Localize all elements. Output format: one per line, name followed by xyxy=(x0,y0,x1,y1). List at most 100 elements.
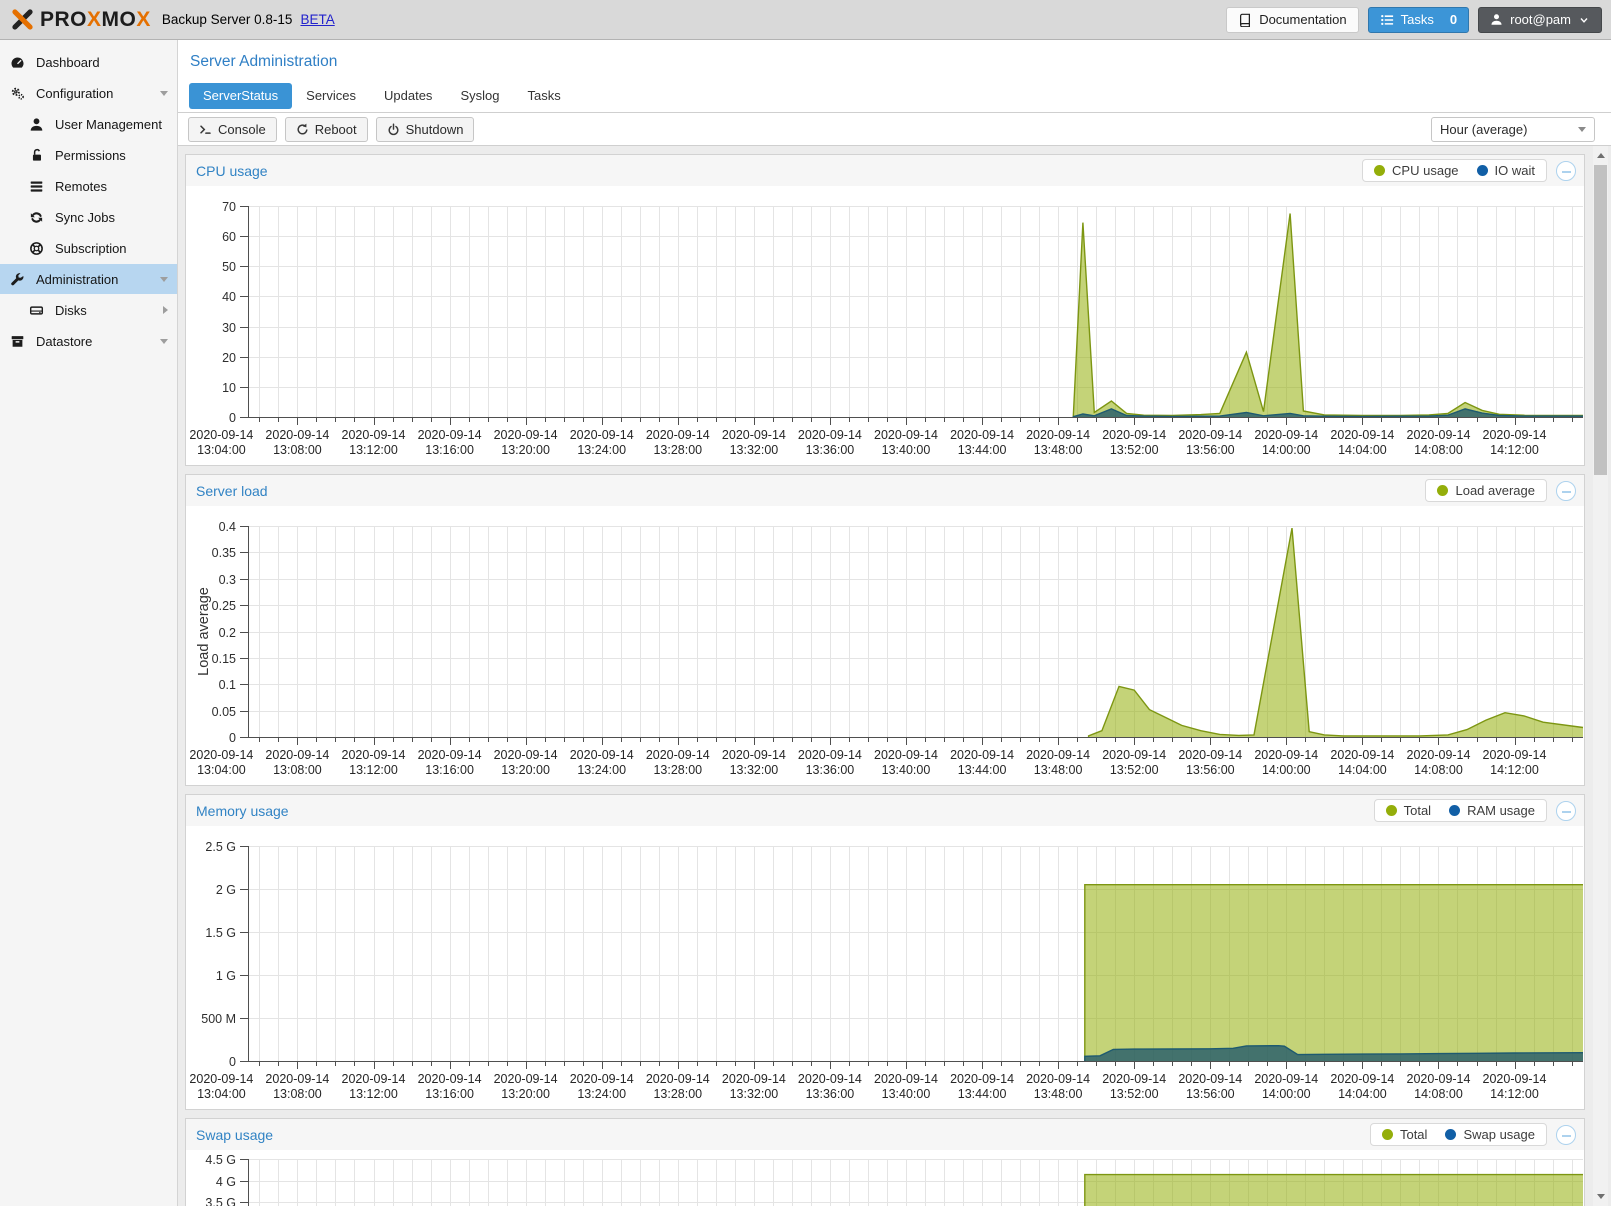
shutdown-button[interactable]: Shutdown xyxy=(375,116,475,142)
svg-text:2020-09-14: 2020-09-14 xyxy=(265,1072,329,1086)
sidebar-item-remotes[interactable]: Remotes xyxy=(0,171,177,201)
sidebar-item-user-management[interactable]: User Management xyxy=(0,109,177,139)
svg-text:13:40:00: 13:40:00 xyxy=(882,443,931,457)
collapse-icon[interactable] xyxy=(1556,480,1576,501)
svg-text:13:12:00: 13:12:00 xyxy=(349,443,398,457)
tasks-button[interactable]: Tasks 0 xyxy=(1367,6,1470,33)
collapse-icon[interactable] xyxy=(1556,160,1576,181)
svg-text:2020-09-14: 2020-09-14 xyxy=(1483,428,1547,442)
svg-text:2020-09-14: 2020-09-14 xyxy=(950,1072,1014,1086)
svg-text:2020-09-14: 2020-09-14 xyxy=(1407,1072,1471,1086)
tab-syslog[interactable]: Syslog xyxy=(460,88,500,103)
svg-text:13:12:00: 13:12:00 xyxy=(349,1087,398,1101)
sidebar-item-datastore[interactable]: Datastore xyxy=(0,326,177,356)
logo-text: PROXMOX xyxy=(40,8,151,31)
svg-text:2.5 G: 2.5 G xyxy=(205,840,236,854)
documentation-button[interactable]: Documentation xyxy=(1226,6,1359,33)
charts-viewport: CPU usage CPU usage IO wait 0 10 20 30 40 50 6… xyxy=(178,146,1611,1206)
chevron-down-icon[interactable] xyxy=(160,338,168,344)
svg-text:2020-09-14: 2020-09-14 xyxy=(570,428,634,442)
legend-item-load-average[interactable]: Load average xyxy=(1437,483,1535,498)
wrench-icon xyxy=(10,272,27,287)
sidebar-item-dashboard[interactable]: Dashboard xyxy=(0,47,177,77)
svg-text:2020-09-14: 2020-09-14 xyxy=(1330,428,1394,442)
legend-item-total[interactable]: Total xyxy=(1381,1127,1427,1142)
tab-updates[interactable]: Updates xyxy=(384,88,433,103)
svg-text:2020-09-14: 2020-09-14 xyxy=(1026,1072,1090,1086)
svg-text:2020-09-14: 2020-09-14 xyxy=(1483,1072,1547,1086)
chevron-right-icon[interactable] xyxy=(163,306,168,314)
svg-text:14:00:00: 14:00:00 xyxy=(1262,443,1311,457)
app-header: PROXMOX Backup Server 0.8-15 BETA Docume… xyxy=(0,0,1611,40)
svg-text:50: 50 xyxy=(222,260,236,274)
panel-cpu: CPU usage CPU usage IO wait 0 10 20 30 40 50 6… xyxy=(185,154,1585,466)
svg-text:13:04:00: 13:04:00 xyxy=(197,443,246,457)
svg-text:20: 20 xyxy=(222,351,236,365)
panel-title: Swap usage xyxy=(196,1126,274,1143)
legend-item-total[interactable]: Total xyxy=(1385,803,1431,818)
chart-legend: CPU usage IO wait xyxy=(1362,159,1547,182)
svg-text:2020-09-14: 2020-09-14 xyxy=(570,1072,634,1086)
sidebar-item-administration[interactable]: Administration xyxy=(0,264,177,294)
sidebar-item-disks[interactable]: Disks xyxy=(0,295,177,325)
svg-text:13:32:00: 13:32:00 xyxy=(730,763,779,777)
legend-item-cpu-usage[interactable]: CPU usage xyxy=(1374,163,1459,178)
tab-tasks[interactable]: Tasks xyxy=(527,88,561,103)
series-dot-icon xyxy=(1381,1129,1393,1140)
svg-text:2020-09-14: 2020-09-14 xyxy=(722,428,786,442)
sidebar-item-label: Dashboard xyxy=(36,54,100,70)
svg-text:30: 30 xyxy=(222,321,236,335)
reboot-button[interactable]: Reboot xyxy=(284,116,368,142)
svg-text:13:48:00: 13:48:00 xyxy=(1034,1087,1083,1101)
tasks-count: 0 xyxy=(1449,12,1458,27)
sidebar-item-label: Subscription xyxy=(55,240,127,256)
legend-item-swap-usage[interactable]: Swap usage xyxy=(1445,1127,1535,1142)
chevron-down-icon xyxy=(1578,126,1586,132)
svg-text:2020-09-14: 2020-09-14 xyxy=(418,1072,482,1086)
tab-serverstatus[interactable]: ServerStatus xyxy=(189,83,293,109)
time-range-select[interactable]: Hour (average) xyxy=(1431,116,1595,142)
svg-text:2020-09-14: 2020-09-14 xyxy=(1178,1072,1242,1086)
legend-item-io-wait[interactable]: IO wait xyxy=(1476,163,1535,178)
scroll-up-icon[interactable] xyxy=(1593,148,1608,163)
svg-text:0: 0 xyxy=(229,1055,236,1069)
panel-header: Memory usage Total RAM usage xyxy=(186,795,1584,826)
chevron-down-icon[interactable] xyxy=(160,90,168,96)
sidebar-item-subscription[interactable]: Subscription xyxy=(0,233,177,263)
legend-item-ram-usage[interactable]: RAM usage xyxy=(1449,803,1535,818)
svg-text:13:48:00: 13:48:00 xyxy=(1034,763,1083,777)
disk-icon xyxy=(29,303,46,318)
series-dot-icon xyxy=(1445,1129,1457,1140)
vertical-scrollbar[interactable] xyxy=(1593,146,1608,1206)
svg-text:2020-09-14: 2020-09-14 xyxy=(1330,1072,1394,1086)
svg-text:2020-09-14: 2020-09-14 xyxy=(646,428,710,442)
svg-text:13:32:00: 13:32:00 xyxy=(730,1087,779,1101)
svg-text:13:24:00: 13:24:00 xyxy=(577,443,626,457)
svg-text:13:44:00: 13:44:00 xyxy=(958,1087,1007,1101)
svg-text:13:04:00: 13:04:00 xyxy=(197,763,246,777)
svg-text:0: 0 xyxy=(229,731,236,745)
svg-text:2020-09-14: 2020-09-14 xyxy=(950,428,1014,442)
chevron-down-icon[interactable] xyxy=(160,276,168,282)
sidebar-item-permissions[interactable]: Permissions xyxy=(0,140,177,170)
sidebar-item-configuration[interactable]: Configuration xyxy=(0,78,177,108)
tab-services[interactable]: Services xyxy=(306,88,357,103)
user-menu-button[interactable]: root@pam xyxy=(1478,6,1602,33)
svg-text:2020-09-14: 2020-09-14 xyxy=(1178,748,1242,762)
scroll-down-icon[interactable] xyxy=(1593,1189,1608,1204)
beta-link[interactable]: BETA xyxy=(300,12,335,27)
svg-text:2020-09-14: 2020-09-14 xyxy=(418,428,482,442)
header-actions: Documentation Tasks 0 root@pam xyxy=(1226,6,1602,33)
chart-legend: Total Swap usage xyxy=(1369,1123,1547,1146)
collapse-icon[interactable] xyxy=(1556,800,1576,821)
svg-text:0.3: 0.3 xyxy=(219,573,236,587)
svg-text:2020-09-14: 2020-09-14 xyxy=(1026,748,1090,762)
svg-text:2020-09-14: 2020-09-14 xyxy=(189,748,253,762)
scrollbar-thumb[interactable] xyxy=(1594,165,1607,475)
svg-text:14:08:00: 14:08:00 xyxy=(1414,763,1463,777)
console-button[interactable]: Console xyxy=(188,116,277,142)
svg-text:13:20:00: 13:20:00 xyxy=(501,763,550,777)
sidebar-item-sync-jobs[interactable]: Sync Jobs xyxy=(0,202,177,232)
collapse-icon[interactable] xyxy=(1556,1124,1576,1145)
svg-text:4 G: 4 G xyxy=(216,1175,236,1189)
